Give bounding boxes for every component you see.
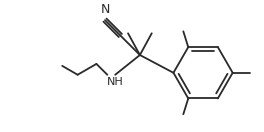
Text: N: N (100, 3, 110, 16)
Text: NH: NH (107, 77, 124, 87)
